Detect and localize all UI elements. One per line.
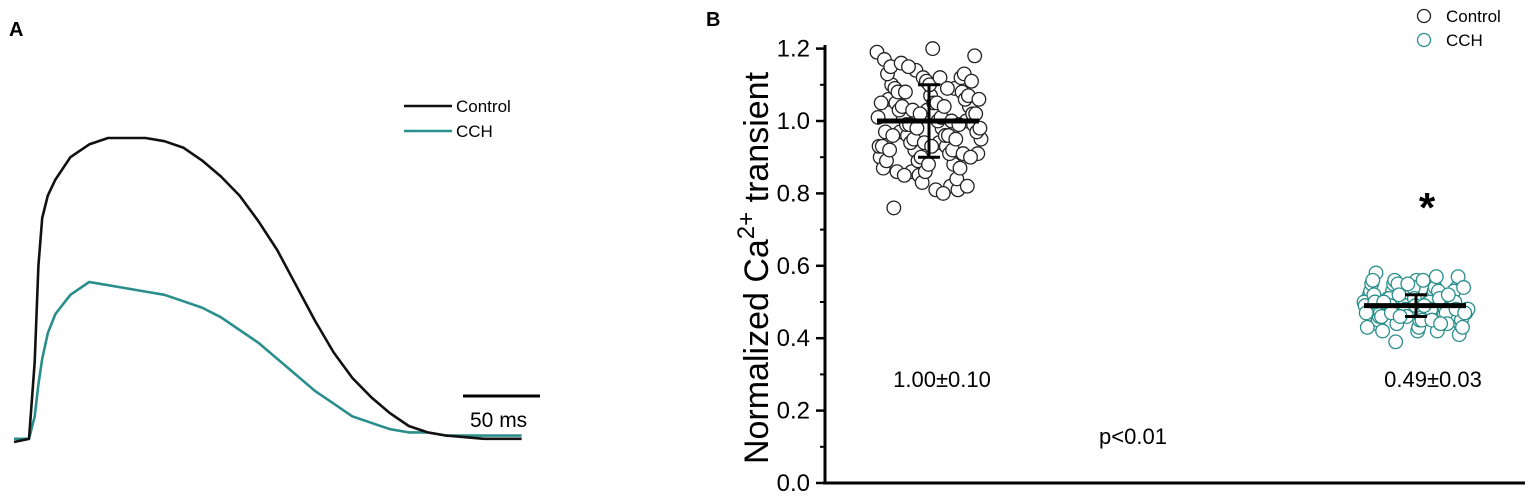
point-control	[963, 149, 978, 165]
point-cch	[1456, 280, 1472, 295]
point-control	[897, 84, 913, 100]
point-cch	[1365, 272, 1381, 288]
significance-star: *	[1419, 184, 1436, 231]
point-control	[967, 48, 983, 64]
point-control	[925, 41, 941, 57]
points-layer	[869, 41, 1476, 350]
panel-b-label: B	[706, 9, 720, 31]
legend-b-control-label: Control	[1446, 7, 1501, 26]
panel-a-label: A	[9, 19, 23, 41]
point-control	[964, 73, 979, 89]
panel-b: B Normalized Ca2+ transient 0.0 0.2 0.4 0.6…	[706, 7, 1525, 497]
point-control	[935, 185, 951, 201]
point-cch	[1359, 319, 1375, 335]
point-cch	[1400, 276, 1416, 292]
point-cch	[1392, 309, 1408, 324]
point-cch	[1433, 316, 1449, 332]
y-axis: 0.0 0.2 0.4 0.6 0.8 1.0 1.2	[777, 36, 1525, 497]
control-stat-label: 1.00±0.10	[893, 367, 991, 392]
y-tick-label: 0.2	[777, 398, 810, 425]
y-tick-label: 0.6	[777, 253, 810, 280]
point-control	[924, 138, 940, 154]
point-control	[873, 95, 889, 111]
point-control	[882, 142, 898, 158]
point-cch	[1388, 334, 1404, 350]
mean-sd-layer	[877, 83, 1466, 318]
point-control	[896, 167, 912, 183]
point-control	[972, 120, 988, 136]
scale-bar-label: 50 ms	[470, 409, 527, 432]
legend-b-control-marker	[1416, 8, 1432, 24]
legend-b-cch-label: CCH	[1446, 31, 1483, 50]
legend-a-control-label: Control	[456, 97, 511, 116]
legend-b-cch-marker	[1416, 32, 1432, 48]
point-control	[959, 178, 975, 194]
trace-control	[13, 136, 522, 444]
point-cch	[1428, 269, 1444, 285]
point-cch	[1375, 323, 1391, 339]
point-cch	[1457, 305, 1473, 321]
y-tick-label: 1.2	[777, 36, 810, 63]
point-control	[885, 128, 901, 143]
y-tick-label: 0.8	[777, 180, 810, 207]
point-control	[921, 156, 936, 172]
point-cch	[1415, 272, 1431, 288]
point-control	[886, 200, 902, 216]
point-cch	[1455, 319, 1470, 335]
point-cch	[1440, 287, 1456, 303]
point-control	[952, 160, 968, 176]
point-control	[948, 131, 964, 147]
y-tick-label: 0.4	[777, 325, 810, 352]
legend-a-cch-label: CCH	[456, 122, 493, 141]
y-tick-label: 1.0	[777, 108, 810, 135]
panel-a: A Control CCH 50 ms	[9, 19, 540, 444]
trace-layer	[13, 136, 522, 444]
trace-cch	[14, 280, 522, 441]
point-control	[901, 59, 916, 75]
point-control	[936, 99, 952, 114]
p-value-label: p<0.01	[1099, 424, 1167, 449]
cch-stat-label: 0.49±0.03	[1384, 367, 1482, 392]
point-control	[971, 91, 987, 107]
point-control	[939, 80, 955, 96]
y-axis-title: Normalized Ca2+ transient	[733, 71, 776, 464]
y-tick-label: 0.0	[777, 470, 810, 497]
